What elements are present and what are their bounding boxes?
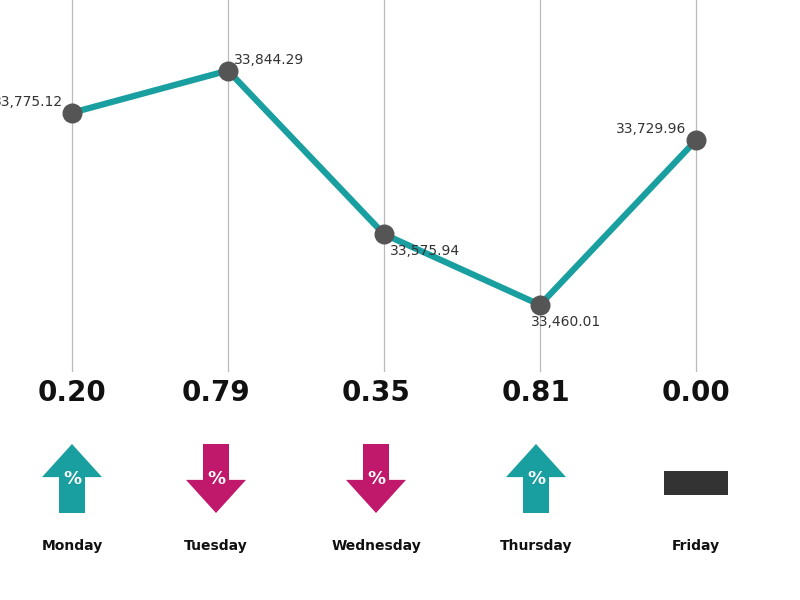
Point bbox=[534, 300, 546, 310]
Text: 0.35: 0.35 bbox=[342, 379, 410, 407]
Polygon shape bbox=[59, 477, 85, 513]
Polygon shape bbox=[203, 444, 229, 480]
Polygon shape bbox=[523, 477, 550, 513]
Polygon shape bbox=[363, 444, 389, 480]
Polygon shape bbox=[346, 480, 406, 513]
Text: 33,575.94: 33,575.94 bbox=[390, 244, 460, 258]
Text: 33,460.01: 33,460.01 bbox=[530, 315, 601, 329]
Text: %: % bbox=[527, 469, 545, 487]
Text: 33,844.29: 33,844.29 bbox=[234, 53, 305, 67]
Text: Monday: Monday bbox=[42, 539, 102, 553]
Text: Wednesday: Wednesday bbox=[331, 539, 421, 553]
Text: %: % bbox=[207, 469, 225, 487]
Point bbox=[690, 136, 702, 145]
Text: 33,775.12: 33,775.12 bbox=[0, 95, 62, 109]
Polygon shape bbox=[42, 444, 102, 477]
Text: Tuesday: Tuesday bbox=[184, 539, 248, 553]
Text: 0.81: 0.81 bbox=[502, 379, 570, 407]
Text: Friday: Friday bbox=[672, 539, 720, 553]
Text: %: % bbox=[367, 469, 385, 487]
Text: 0.00: 0.00 bbox=[662, 379, 730, 407]
Polygon shape bbox=[186, 480, 246, 513]
Point bbox=[222, 66, 234, 76]
Point bbox=[378, 229, 390, 239]
Polygon shape bbox=[506, 444, 566, 477]
Text: %: % bbox=[63, 469, 81, 487]
Text: Thursday: Thursday bbox=[500, 539, 572, 553]
Text: 0.20: 0.20 bbox=[38, 379, 106, 407]
Text: 0.79: 0.79 bbox=[182, 379, 250, 407]
Point bbox=[66, 108, 78, 118]
Text: 33,729.96: 33,729.96 bbox=[616, 122, 686, 136]
